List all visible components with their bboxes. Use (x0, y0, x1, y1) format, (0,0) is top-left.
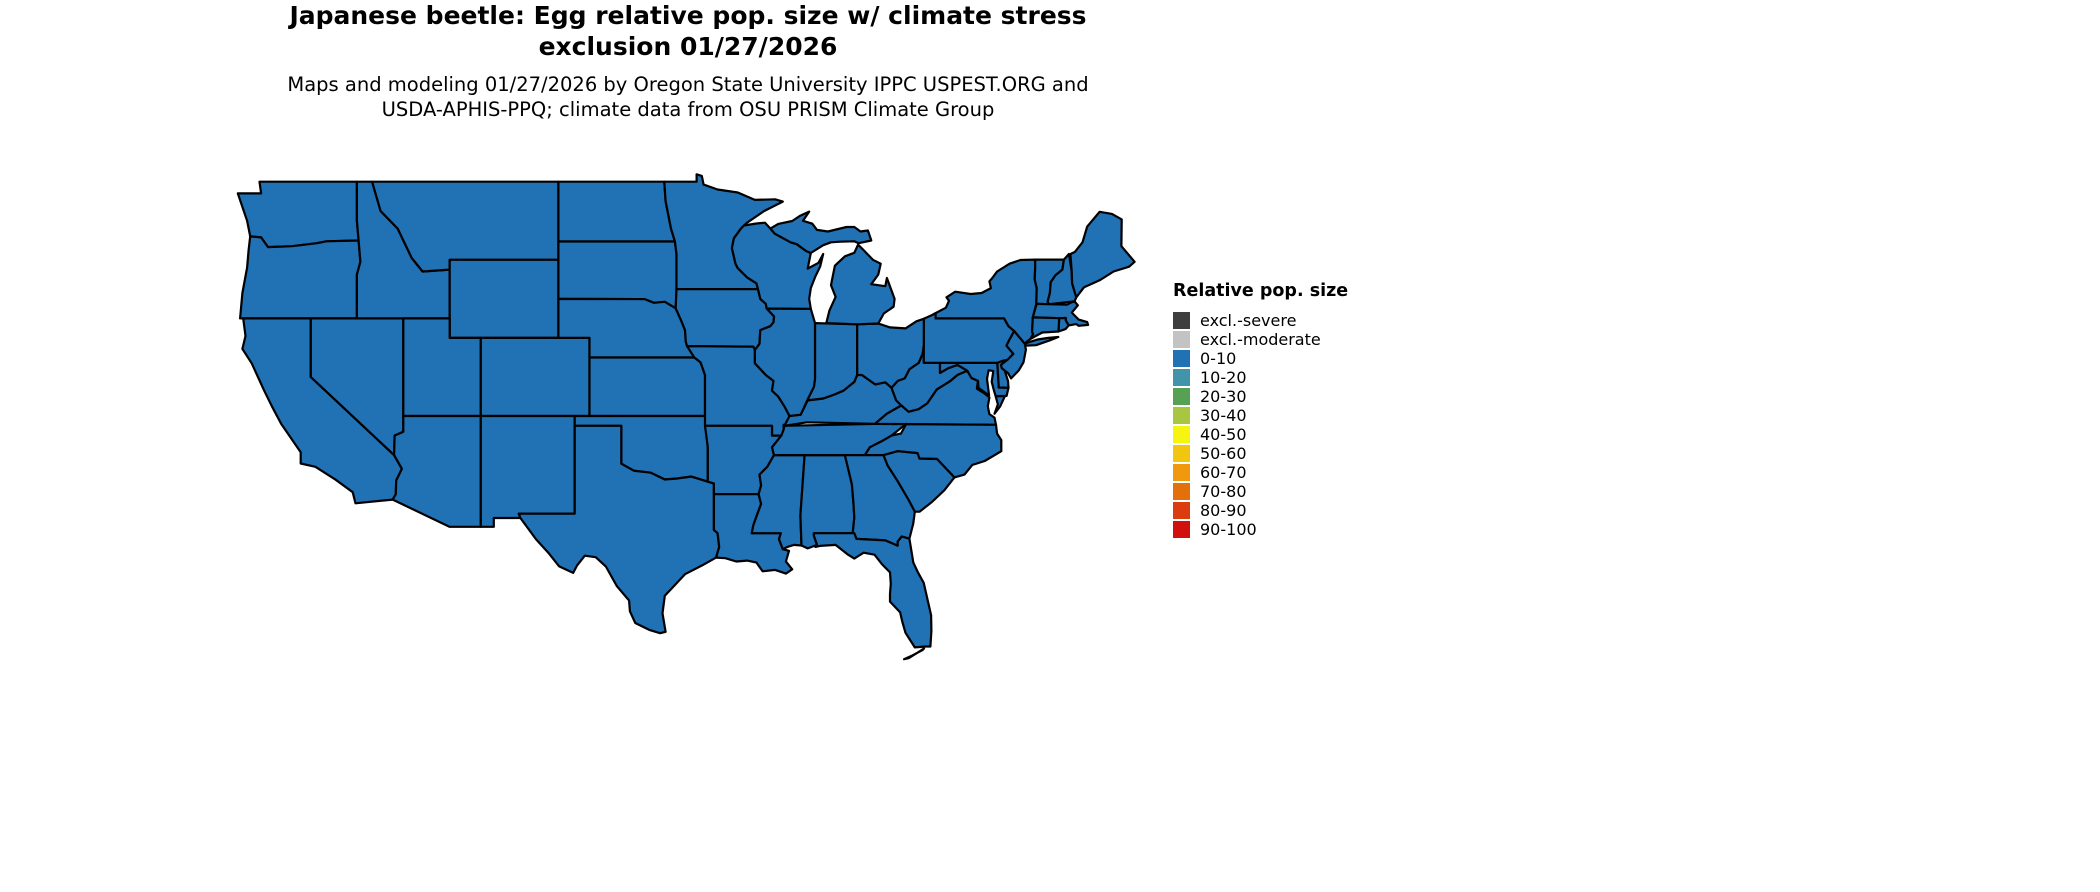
state-OR (239, 235, 362, 320)
legend-swatch-30-40 (1173, 407, 1190, 424)
state-AZ (391, 414, 482, 528)
legend-label: 30-40 (1200, 406, 1247, 425)
state-CO (479, 336, 591, 418)
state-ME (1069, 210, 1136, 299)
subtitle-line2: USDA-APHIS-PPQ; climate data from OSU PR… (381, 98, 995, 121)
legend-label: 0-10 (1200, 349, 1237, 368)
map-legend: Relative pop. size excl.-severe excl.-mod… (1173, 281, 1348, 539)
state-MI-UP (769, 210, 873, 255)
state-KS (588, 356, 707, 418)
state-PA (922, 312, 1016, 364)
state-MD (938, 361, 1010, 398)
state-OH (856, 317, 925, 389)
legend-items: excl.-severe excl.-moderate 0-10 10-20 20-30… (1173, 311, 1348, 539)
page-title-line2: exclusion 01/27/2026 (538, 32, 838, 61)
state-IL (753, 307, 817, 418)
legend-item: 10-20 (1173, 368, 1348, 387)
state-WY (448, 258, 560, 339)
legend-swatch-10-20 (1173, 369, 1190, 386)
legend-swatch-20-30 (1173, 388, 1190, 405)
legend-title: Relative pop. size (1173, 281, 1349, 301)
state-NY-LI (1023, 335, 1060, 347)
legend-label: 40-50 (1200, 425, 1247, 444)
state-ND (557, 180, 676, 243)
legend-swatch-excl.-severe (1173, 312, 1190, 329)
us-map (236, 173, 1136, 661)
legend-label: excl.-moderate (1200, 330, 1321, 349)
legend-label: 70-80 (1200, 482, 1247, 501)
state-FL-keys (902, 647, 926, 661)
state-NJ (999, 330, 1027, 380)
state-FL (812, 532, 933, 649)
legend-label: 20-30 (1200, 387, 1247, 406)
legend-label: 90-100 (1200, 520, 1257, 539)
page-title-line1: Japanese beetle: Egg relative pop. size … (289, 1, 1087, 30)
legend-label: excl.-severe (1200, 311, 1297, 330)
legend-item: 60-70 (1173, 463, 1348, 482)
state-CT (1029, 316, 1061, 340)
legend-swatch-60-70 (1173, 464, 1190, 481)
legend-label: 10-20 (1200, 368, 1247, 387)
legend-item: 90-100 (1173, 520, 1348, 539)
legend-item: excl.-severe (1173, 311, 1348, 330)
legend-item: 70-80 (1173, 482, 1348, 501)
legend-swatch-90-100 (1173, 521, 1190, 538)
legend-swatch-0-10 (1173, 350, 1190, 367)
legend-swatch-40-50 (1173, 426, 1190, 443)
legend-item: 20-30 (1173, 387, 1348, 406)
us-map-panel (230, 170, 1140, 666)
legend-item: 80-90 (1173, 501, 1348, 520)
legend-swatch-80-90 (1173, 502, 1190, 519)
subtitle-block: Maps and modeling 01/27/2026 by Oregon S… (0, 72, 1376, 122)
subtitle-line1: Maps and modeling 01/27/2026 by Oregon S… (287, 73, 1089, 96)
state-TX (517, 424, 721, 635)
legend-label: 60-70 (1200, 463, 1247, 482)
legend-swatch-70-80 (1173, 483, 1190, 500)
state-MI (825, 243, 896, 326)
legend-item: 0-10 (1173, 349, 1348, 368)
legend-item: 40-50 (1173, 425, 1348, 444)
state-NM (479, 414, 576, 528)
legend-item: 50-60 (1173, 444, 1348, 463)
title-block: Japanese beetle: Egg relative pop. size … (0, 0, 1376, 122)
legend-swatch-50-60 (1173, 445, 1190, 462)
legend-item: excl.-moderate (1173, 330, 1348, 349)
legend-label: 50-60 (1200, 444, 1247, 463)
legend-item: 30-40 (1173, 406, 1348, 425)
state-VA-shore (993, 395, 1006, 415)
legend-label: 80-90 (1200, 501, 1247, 520)
legend-swatch-excl.-moderate (1173, 331, 1190, 348)
